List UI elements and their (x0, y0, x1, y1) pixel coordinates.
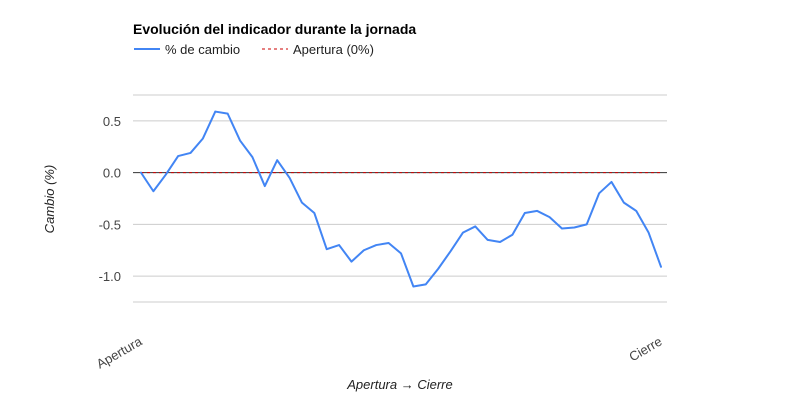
chart-title: Evolución del indicador durante la jorna… (133, 21, 416, 37)
x-axis-ticks: Apertura Cierre (94, 333, 665, 371)
legend-item-series[interactable]: % de cambio (134, 42, 240, 57)
y-tick-label: -0.5 (99, 217, 121, 232)
plot-area (140, 110, 662, 288)
x-tick-label-end: Cierre (626, 334, 664, 365)
legend-label-series: % de cambio (165, 42, 240, 57)
legend: % de cambio Apertura (0%) (134, 42, 374, 57)
y-tick-label: 0.5 (103, 114, 121, 129)
x-tick-label-start: Apertura (94, 333, 145, 371)
series-line-change (140, 110, 662, 288)
legend-label-reference: Apertura (0%) (293, 42, 374, 57)
gridlines (133, 94, 667, 303)
y-tick-label: -1.0 (99, 269, 121, 284)
y-axis-ticks: 0.5 0.0 -0.5 -1.0 (99, 114, 121, 284)
y-tick-label: 0.0 (103, 166, 121, 181)
x-axis-title: Apertura → Cierre (346, 377, 452, 392)
y-axis-title: Cambio (%) (42, 165, 57, 234)
legend-item-reference[interactable]: Apertura (0%) (262, 42, 374, 57)
